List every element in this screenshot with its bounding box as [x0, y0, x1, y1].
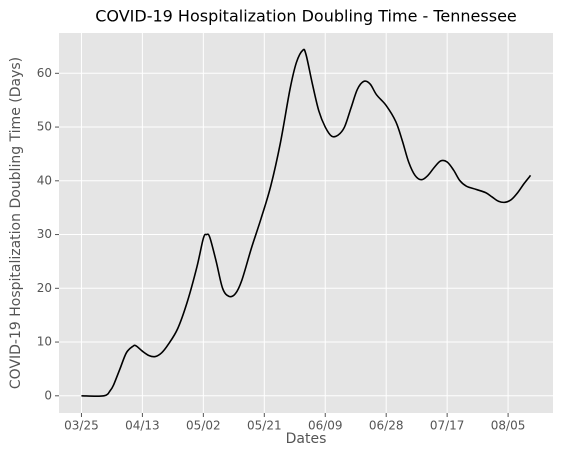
x-tick-label: 04/13 — [125, 419, 160, 433]
line — [81, 48, 532, 397]
y-tick-label: 60 — [37, 66, 52, 80]
y-axis-label: COVID-19 Hospitalization Doubling Time (… — [8, 57, 24, 389]
x-axis-label: Dates — [286, 431, 327, 447]
y-tick-label: 40 — [37, 173, 52, 187]
chart-title: COVID-19 Hospitalization Doubling Time -… — [95, 7, 517, 26]
y-tick-label: 30 — [37, 227, 52, 241]
x-tick-label: 08/05 — [491, 419, 526, 433]
x-tick-label: 05/02 — [186, 419, 221, 433]
x-tick-label: 03/25 — [64, 419, 99, 433]
x-tick-label: 07/17 — [430, 419, 465, 433]
x-tick-label: 06/28 — [369, 419, 404, 433]
plot-area — [59, 33, 553, 413]
x-tick-label: 05/21 — [247, 419, 282, 433]
x-tick-label: 06/09 — [308, 419, 343, 433]
y-tick-label: 10 — [37, 335, 52, 349]
y-tick-label: 50 — [37, 120, 52, 134]
y-tick-label: 0 — [44, 388, 52, 402]
y-tick-label: 20 — [37, 281, 52, 295]
